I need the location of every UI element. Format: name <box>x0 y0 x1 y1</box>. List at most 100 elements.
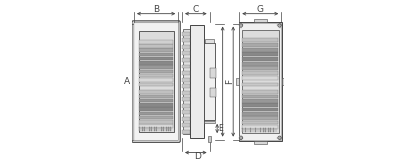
Bar <box>168 127 169 131</box>
Circle shape <box>142 68 170 95</box>
Bar <box>245 128 246 132</box>
Bar <box>243 125 278 129</box>
Bar <box>139 74 173 77</box>
Bar <box>144 127 145 131</box>
Bar <box>139 103 173 107</box>
Bar <box>139 31 173 132</box>
Bar <box>139 44 173 48</box>
Bar <box>240 23 281 140</box>
Bar <box>275 128 276 132</box>
Text: G: G <box>257 5 264 14</box>
Bar <box>139 90 173 94</box>
Bar <box>182 65 190 68</box>
Bar <box>139 48 173 52</box>
Bar <box>139 61 173 65</box>
Bar <box>182 52 190 55</box>
Bar <box>254 19 267 22</box>
Bar <box>255 128 256 132</box>
Bar <box>139 65 173 69</box>
Bar <box>204 121 215 123</box>
Bar <box>238 22 282 141</box>
Bar <box>182 117 190 121</box>
Text: B: B <box>153 5 159 14</box>
Bar <box>242 30 279 133</box>
Bar <box>243 95 278 98</box>
Bar <box>146 127 147 131</box>
Bar <box>243 112 278 116</box>
Bar <box>182 71 190 75</box>
Bar <box>243 121 278 124</box>
FancyBboxPatch shape <box>132 21 180 142</box>
Bar <box>139 95 173 98</box>
Bar <box>243 52 278 56</box>
Bar <box>250 128 251 132</box>
Bar <box>270 128 271 132</box>
Bar <box>265 128 266 132</box>
Bar <box>210 88 216 97</box>
Bar <box>243 90 278 94</box>
Bar <box>142 127 143 131</box>
Bar <box>268 128 269 132</box>
Bar <box>139 120 173 124</box>
Text: D: D <box>194 152 201 161</box>
Bar <box>243 48 278 52</box>
Circle shape <box>278 24 281 27</box>
Bar <box>210 68 216 78</box>
Bar <box>182 110 190 114</box>
Bar <box>183 29 190 134</box>
Bar <box>282 78 285 85</box>
Bar <box>243 38 278 42</box>
Bar <box>139 107 173 111</box>
Bar <box>243 116 278 120</box>
Bar <box>243 71 278 75</box>
Bar <box>243 57 278 61</box>
Text: C: C <box>193 5 199 14</box>
Bar <box>139 124 173 128</box>
Bar <box>204 43 215 120</box>
Bar <box>182 38 190 42</box>
Bar <box>151 127 152 131</box>
Bar <box>182 97 190 101</box>
Circle shape <box>278 136 281 139</box>
Bar <box>260 128 261 132</box>
Text: E: E <box>218 124 223 133</box>
Bar <box>139 83 173 86</box>
Bar <box>139 112 173 115</box>
Bar <box>149 127 150 131</box>
Bar <box>208 136 211 142</box>
Bar <box>139 70 173 73</box>
Bar <box>158 127 159 131</box>
Text: A: A <box>124 77 130 86</box>
Bar <box>182 91 190 95</box>
Bar <box>139 53 173 56</box>
Bar <box>182 32 190 36</box>
Bar <box>182 130 190 134</box>
Bar <box>254 141 267 144</box>
Bar <box>154 127 155 131</box>
Bar <box>182 78 190 82</box>
Bar <box>243 103 278 107</box>
Bar <box>182 123 190 127</box>
Bar <box>139 40 173 43</box>
Bar <box>243 99 278 103</box>
Circle shape <box>239 136 243 139</box>
Bar <box>156 127 157 131</box>
Bar <box>182 58 190 62</box>
Bar <box>139 57 173 60</box>
Bar <box>163 127 164 131</box>
Bar <box>139 127 140 131</box>
Bar <box>243 66 278 70</box>
Bar <box>273 128 274 132</box>
Bar <box>166 127 167 131</box>
Bar <box>139 78 173 82</box>
Bar <box>243 108 278 111</box>
Text: F: F <box>225 79 234 84</box>
Bar <box>182 45 190 49</box>
Bar <box>182 84 190 88</box>
Circle shape <box>239 24 243 27</box>
Bar <box>205 39 214 43</box>
Bar <box>139 116 173 119</box>
Bar <box>243 76 278 80</box>
Bar <box>182 104 190 108</box>
Bar <box>236 78 238 85</box>
